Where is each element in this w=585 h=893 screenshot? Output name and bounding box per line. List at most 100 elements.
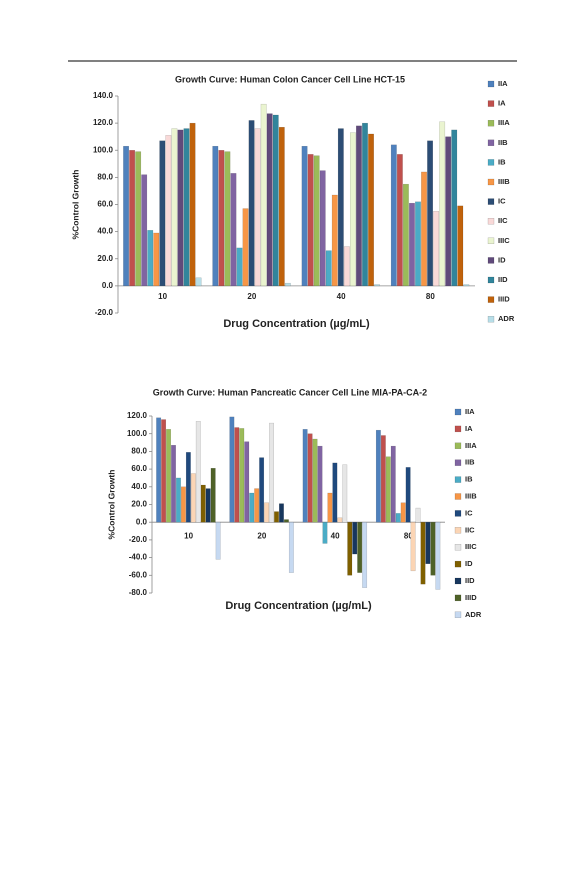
bar <box>302 429 308 523</box>
bar <box>396 154 403 287</box>
bar <box>180 486 186 523</box>
legend-label: IB <box>498 157 506 166</box>
bar <box>242 208 249 287</box>
bar <box>357 522 363 573</box>
bar <box>283 519 289 523</box>
bar <box>259 457 265 523</box>
legend-label: IC <box>498 197 506 206</box>
bar <box>375 429 381 523</box>
legend-label: IB <box>465 475 473 484</box>
y-tick-label: -40.0 <box>129 553 148 562</box>
bar <box>435 522 441 590</box>
bar <box>362 122 368 287</box>
legend-swatch <box>487 257 495 264</box>
bar <box>410 522 416 572</box>
x-tick-label: 80 <box>426 292 435 301</box>
legend-swatch <box>487 198 495 205</box>
x-tick-label: 40 <box>337 292 346 301</box>
bar <box>189 122 196 287</box>
bar <box>249 492 255 523</box>
bar <box>390 144 397 287</box>
legend-swatch <box>454 493 462 500</box>
bar <box>212 145 219 287</box>
x-axis-title: Drug Concentration (µg/mL) <box>225 600 372 612</box>
bar <box>215 522 221 560</box>
bar <box>368 133 374 287</box>
bar <box>284 282 291 287</box>
y-tick-label: 0.0 <box>136 517 148 526</box>
legend-label: IID <box>465 576 475 585</box>
legend-swatch <box>454 611 462 618</box>
bar <box>195 277 202 287</box>
bar <box>439 121 446 287</box>
bar <box>327 492 333 523</box>
y-tick-label: 60.0 <box>97 200 113 209</box>
legend-swatch <box>454 544 462 551</box>
legend-swatch <box>454 442 462 449</box>
legend-label: IIIB <box>465 491 477 500</box>
y-tick-label: 20.0 <box>131 500 147 509</box>
y-tick-label: 80.0 <box>131 447 147 456</box>
bar <box>129 150 136 287</box>
legend-swatch <box>487 296 495 303</box>
legend-label: ADR <box>498 314 515 323</box>
bar <box>430 522 436 576</box>
bar <box>177 129 184 287</box>
bar <box>229 416 235 523</box>
bar <box>433 211 440 287</box>
bar <box>337 517 343 523</box>
bar <box>279 503 284 523</box>
bar <box>210 468 216 523</box>
legend-label: IIIC <box>498 236 510 245</box>
bar <box>307 154 314 287</box>
bar <box>135 151 142 287</box>
bar <box>260 103 267 287</box>
bar <box>159 140 166 287</box>
bar <box>141 174 148 287</box>
bar <box>332 462 338 523</box>
bar <box>427 140 433 287</box>
bar <box>165 135 172 287</box>
bar <box>402 183 409 287</box>
y-tick-label: 40.0 <box>97 227 113 236</box>
bar <box>307 433 313 523</box>
bar <box>319 170 326 287</box>
bar <box>400 502 406 523</box>
y-tick-label: 40.0 <box>131 482 147 491</box>
chart-title: Growth Curve: Human Pancreatic Cancer Ce… <box>153 387 427 397</box>
legend-swatch <box>454 408 462 416</box>
bar <box>374 284 380 287</box>
bar <box>301 145 308 287</box>
legend-swatch <box>487 119 495 127</box>
legend-swatch <box>454 577 462 585</box>
bar <box>420 522 426 585</box>
legend-swatch <box>487 178 495 186</box>
bar <box>385 456 391 523</box>
bar <box>218 150 225 287</box>
x-tick-label: 40 <box>331 531 340 540</box>
bar <box>205 488 211 523</box>
bar <box>409 202 415 287</box>
bar <box>380 435 386 523</box>
legend-label: IA <box>465 424 473 433</box>
bar <box>451 129 458 287</box>
bar <box>405 467 411 523</box>
bar <box>272 114 279 287</box>
y-tick-label: 120.0 <box>93 118 114 127</box>
y-tick-label: -80.0 <box>129 588 148 597</box>
bar <box>254 128 261 287</box>
bar <box>313 155 320 287</box>
x-tick-label: 20 <box>247 292 256 301</box>
bar <box>156 417 162 523</box>
legend-swatch <box>487 100 495 107</box>
bar <box>234 427 240 523</box>
bar <box>322 522 328 544</box>
bar <box>147 230 154 287</box>
legend-label: IIC <box>465 525 475 534</box>
bar <box>463 284 470 287</box>
bar <box>195 421 201 523</box>
y-tick-label: -20.0 <box>129 535 148 544</box>
legend-swatch <box>487 159 495 166</box>
bar <box>457 205 464 287</box>
